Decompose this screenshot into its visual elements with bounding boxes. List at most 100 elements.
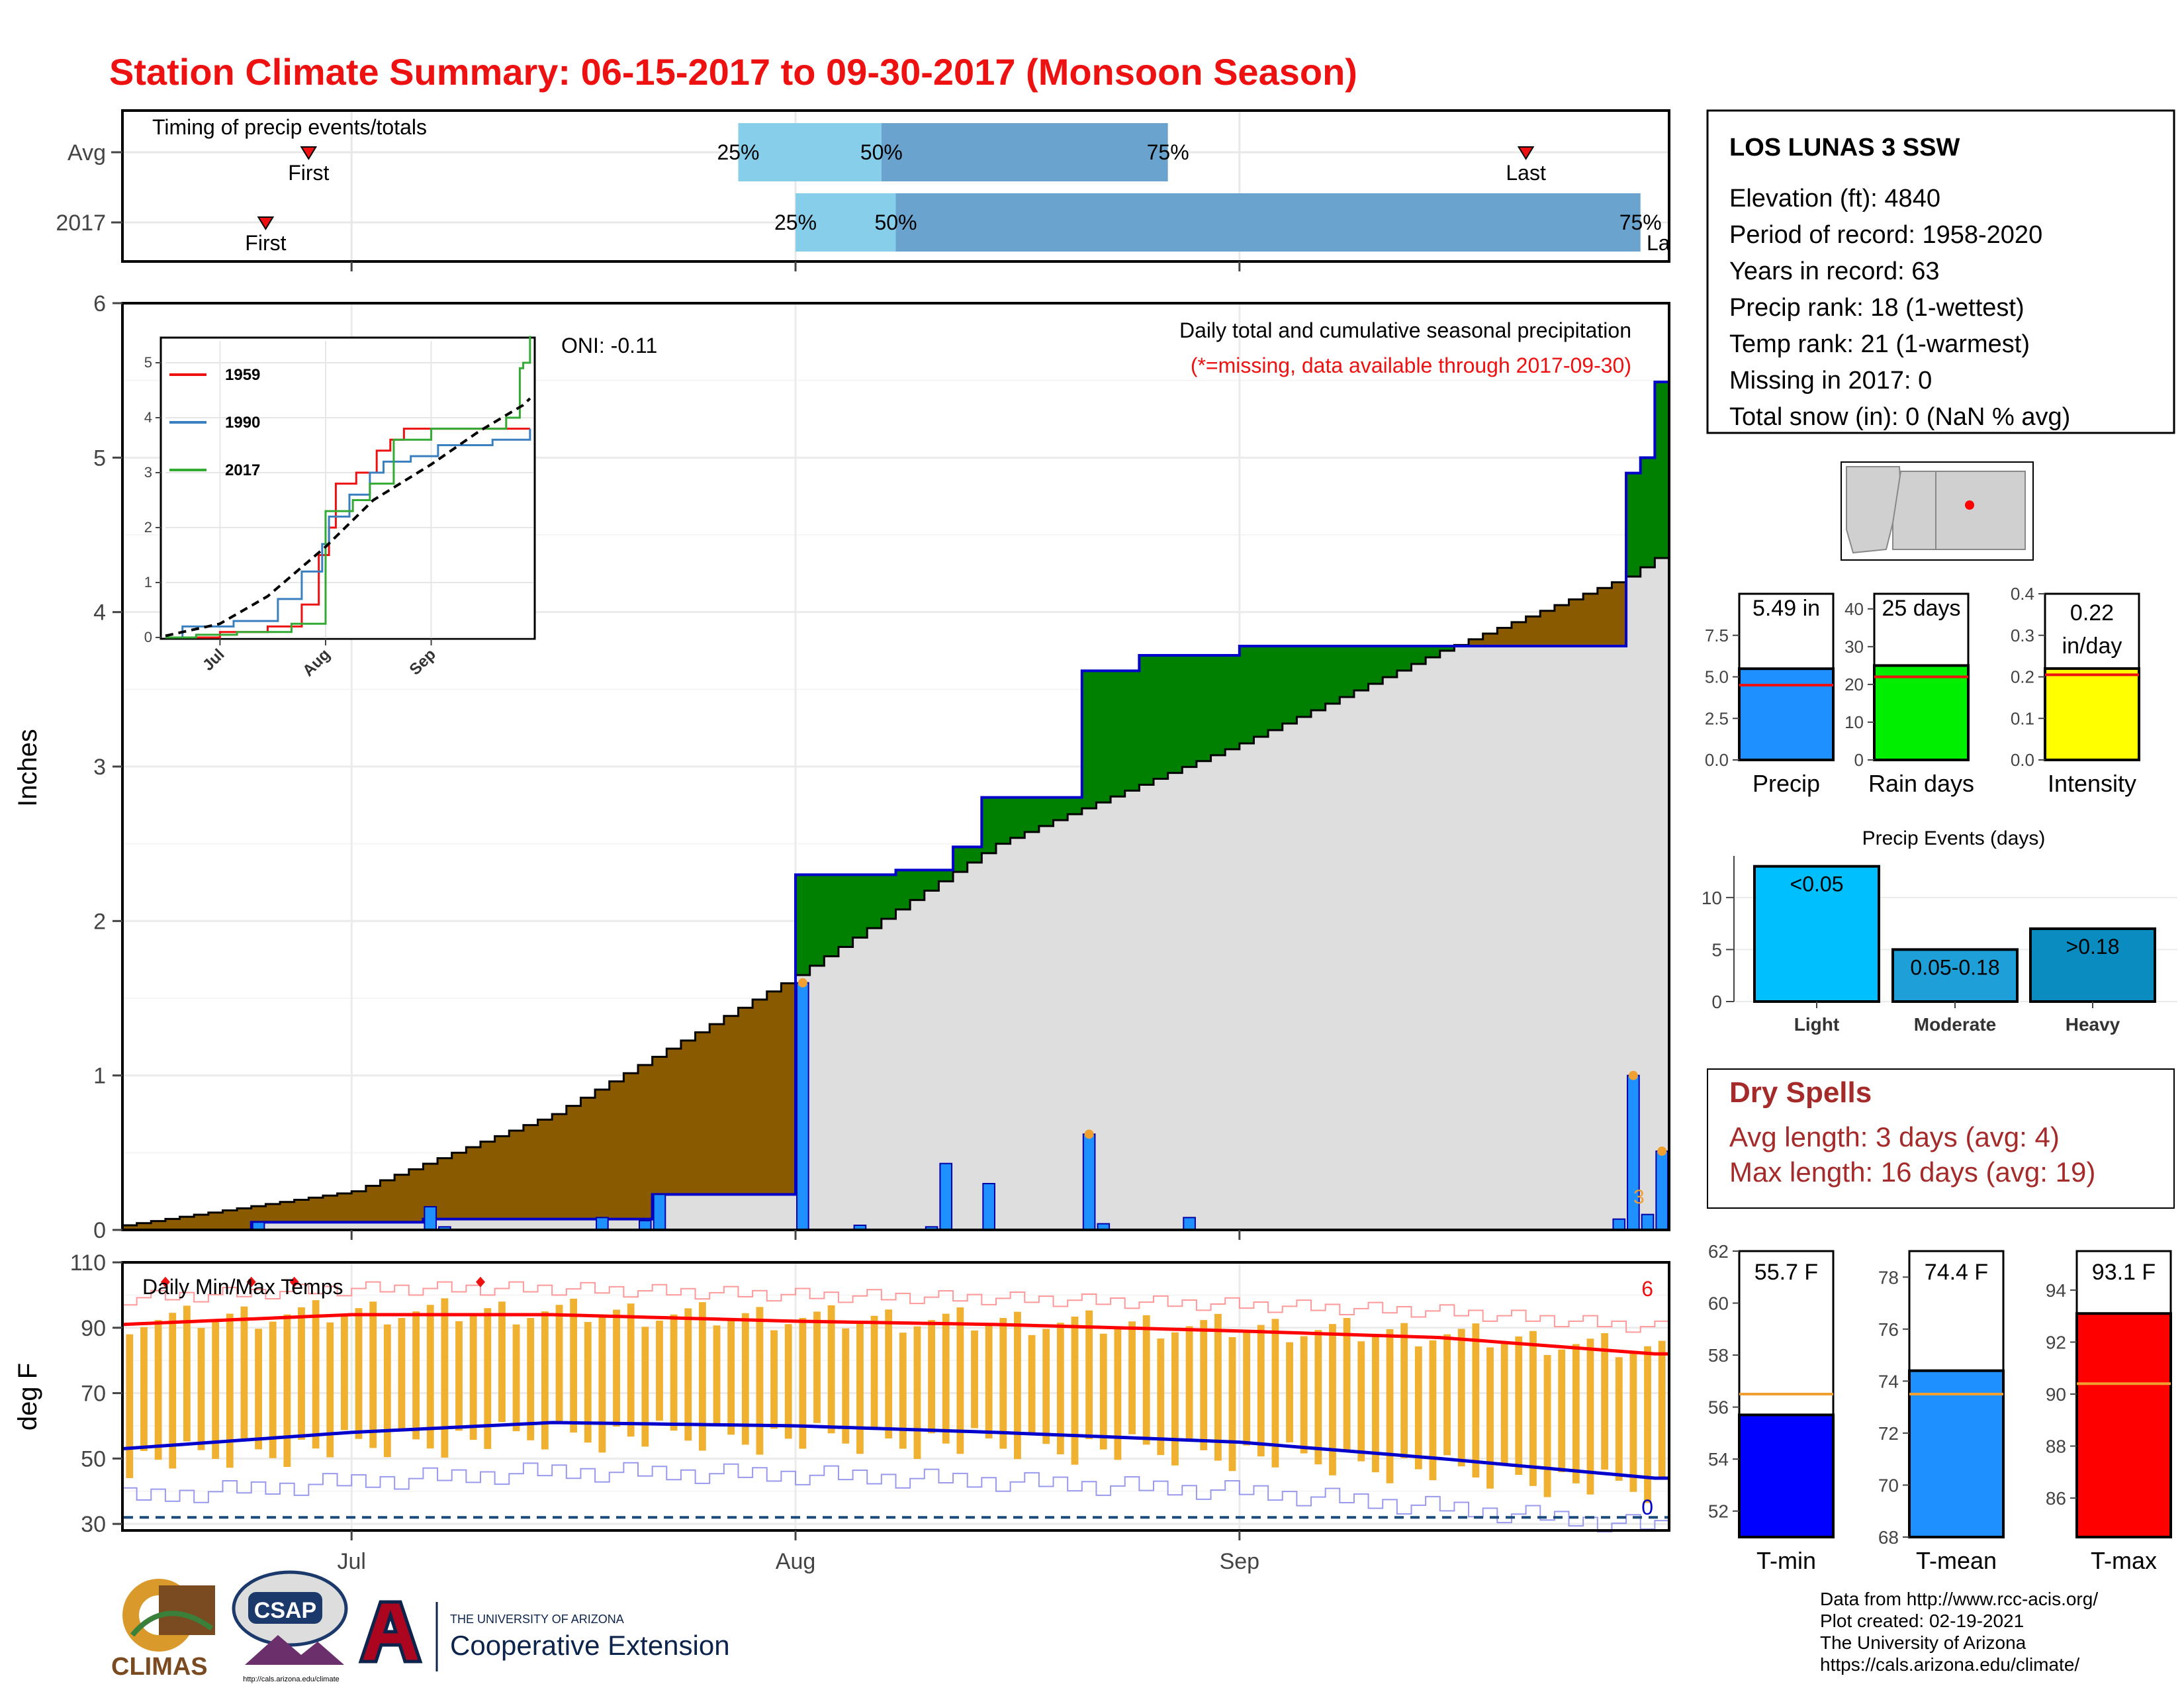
- temp-ylabel: deg F: [13, 1363, 42, 1430]
- inset-legend-label: 2017: [225, 461, 260, 479]
- daily-precip-bar: [1183, 1217, 1196, 1231]
- surplus-segment: [809, 874, 825, 966]
- deficit-segment: [451, 1152, 467, 1219]
- surplus-segment: [1053, 797, 1068, 820]
- daily-precip-bar: [1082, 1133, 1096, 1231]
- summary-bar-value-label: 25 days: [1882, 596, 1960, 621]
- deficit-segment: [265, 1203, 281, 1223]
- daily-temp-bar: [1529, 1331, 1537, 1486]
- station-info-line: Total snow (in): 0 (NaN % avg): [1729, 403, 2070, 431]
- daily-temp-bar: [770, 1330, 778, 1429]
- daily-precip-marker: [1657, 1147, 1667, 1156]
- precip-events-chart: Precip Events (days) 0 5 10 <0.05 Light 0.05-…: [1702, 827, 2177, 1035]
- daily-temp-bar: [1658, 1340, 1666, 1478]
- daily-temp-bar: [240, 1306, 248, 1441]
- main-y-tick-label: 1: [93, 1064, 106, 1089]
- events-y-tick-label: 10: [1702, 888, 1722, 908]
- daily-temp-bar: [698, 1302, 706, 1451]
- temp-summary-y-tick-label: 86: [2046, 1488, 2066, 1509]
- deficit-segment: [122, 1225, 138, 1230]
- main-y-tick-label: 6: [93, 291, 106, 316]
- precip-summary-bars: 0.0 2.5 5.0 7.5 5.49 in Precip 0 10 20 30 40 25 day…: [1705, 584, 2140, 797]
- temp-title: Daily Min/Max Temps: [142, 1275, 343, 1299]
- deficit-segment: [222, 1210, 238, 1230]
- deficit-segment: [194, 1214, 209, 1230]
- inset-legend-label: 1959: [225, 366, 260, 384]
- event-bar-label: >0.18: [2066, 935, 2120, 959]
- temp-summary-y-tick-label: 62: [1708, 1241, 1729, 1262]
- daily-temp-bar: [885, 1309, 893, 1439]
- daily-temp-bar: [656, 1321, 663, 1421]
- surplus-segment: [796, 874, 811, 975]
- surplus-segment: [967, 847, 982, 863]
- daily-temp-bar: [842, 1328, 850, 1444]
- inset-series-line: [165, 428, 530, 639]
- daily-temp-bar: [527, 1317, 535, 1440]
- summary-y-tick-label: 0.0: [2011, 750, 2034, 770]
- ua-logo-big-text: Cooperative Extension: [450, 1630, 730, 1661]
- station-location-marker: [1965, 500, 1974, 510]
- daily-temp-bar: [255, 1329, 262, 1450]
- daily-precip-bar: [939, 1162, 953, 1231]
- first-event-label: First: [288, 161, 329, 185]
- avg-tmin-line: [122, 1421, 1669, 1480]
- temp-summary-y-tick-label: 72: [1878, 1423, 1899, 1444]
- daily-temp-bar: [570, 1298, 578, 1433]
- last-event-label: Last: [1506, 161, 1546, 185]
- inset-y-tick-label: 4: [144, 409, 152, 426]
- daily-temp-bar: [1228, 1337, 1236, 1472]
- surplus-segment: [1111, 671, 1126, 797]
- footer-line-3: The University of Arizona: [1820, 1632, 2026, 1653]
- deficit-segment: [638, 1064, 653, 1219]
- inset-series-line: [165, 428, 531, 639]
- deficit-segment: [322, 1196, 338, 1223]
- daily-temp-bar: [355, 1308, 363, 1439]
- daily-precip-bar: [424, 1206, 437, 1231]
- inset-y-tick-label: 0: [144, 629, 152, 645]
- summary-bar-2: [2044, 667, 2140, 762]
- daily-precip-marker: [1628, 1070, 1638, 1080]
- deficit-segment: [623, 1073, 639, 1219]
- daily-temp-bar: [670, 1314, 678, 1431]
- daily-temp-bar: [226, 1313, 234, 1468]
- daily-temp-bar: [971, 1331, 978, 1429]
- temp-summary-value-label: 93.1 F: [2092, 1260, 2156, 1285]
- station-info-line: Precip rank: 18 (1-wettest): [1729, 294, 2025, 322]
- surplus-segment: [1124, 671, 1140, 791]
- temp-summary-y-tick-label: 76: [1878, 1319, 1899, 1340]
- daily-temp-bar: [126, 1334, 134, 1478]
- daily-temp-bar: [856, 1322, 864, 1454]
- surplus-segment: [867, 874, 882, 929]
- summary-bar-value-label: 0.22: [2070, 600, 2114, 626]
- temp-y-tick-label: 110: [70, 1250, 106, 1276]
- temp-summary-y-tick-label: 74: [1878, 1371, 1899, 1391]
- summary-y-tick-label: 40: [1844, 599, 1864, 619]
- daily-precip-marker: [1084, 1129, 1094, 1139]
- deficit-segment: [165, 1219, 181, 1230]
- surplus-segment: [1411, 646, 1426, 664]
- deficit-segment: [480, 1141, 496, 1219]
- deficit-segment: [1583, 593, 1598, 646]
- deficit-segment: [509, 1131, 524, 1219]
- daily-temp-bar: [484, 1308, 492, 1449]
- daily-temp-bar: [1343, 1317, 1351, 1450]
- daily-temp-bar: [1214, 1313, 1222, 1461]
- deficit-segment: [680, 1040, 696, 1195]
- daily-temp-bar: [1014, 1311, 1021, 1460]
- daily-temp-bar: [1257, 1325, 1265, 1457]
- summary-y-tick-label: 2.5: [1705, 708, 1729, 728]
- average-cumulative-line: [122, 557, 1669, 1227]
- daily-temp-bar: [641, 1327, 649, 1447]
- temp-x-tick-label: Jul: [337, 1549, 365, 1574]
- surplus-segment: [1325, 646, 1340, 704]
- summary-y-tick-label: 0: [1854, 750, 1864, 770]
- summary-y-tick-label: 0.3: [2011, 626, 2034, 645]
- event-bar-label: 0.05-0.18: [1910, 955, 1999, 979]
- daily-temp-bar: [1586, 1338, 1594, 1495]
- event-bar-label: <0.05: [1790, 872, 1844, 896]
- surplus-segment: [1167, 655, 1183, 773]
- ua-logo-small-text: THE UNIVERSITY OF ARIZONA: [450, 1613, 624, 1626]
- summary-y-tick-label: 20: [1844, 675, 1864, 694]
- oni-label: ONI: -0.11: [561, 334, 657, 357]
- inset-y-tick-label: 3: [144, 464, 152, 481]
